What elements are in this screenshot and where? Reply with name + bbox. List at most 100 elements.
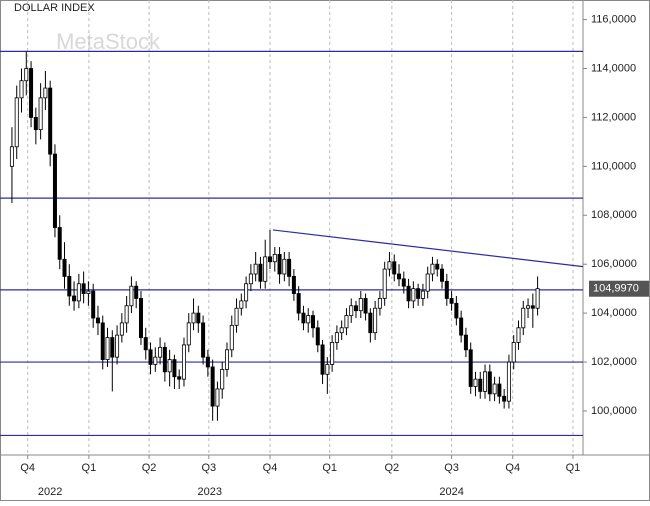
candle-body bbox=[14, 97, 19, 148]
last-price-label: 104,9970 bbox=[593, 283, 639, 295]
candle-body bbox=[349, 305, 354, 316]
candle-body bbox=[239, 300, 244, 309]
candle-body bbox=[43, 87, 48, 99]
candle-body bbox=[148, 349, 153, 365]
candle-body bbox=[24, 68, 29, 82]
candle-body bbox=[535, 288, 540, 309]
candle-body bbox=[52, 153, 57, 228]
candle-body bbox=[76, 283, 81, 302]
candle-body bbox=[339, 327, 344, 334]
candle-body bbox=[105, 337, 110, 360]
candle-body bbox=[62, 258, 67, 277]
y-tick-label: 104,0000 bbox=[591, 307, 637, 319]
candle-body bbox=[181, 344, 186, 380]
candle-body bbox=[416, 288, 421, 299]
candle-body bbox=[119, 322, 124, 336]
candle-body bbox=[301, 312, 306, 324]
candle-body bbox=[124, 305, 129, 324]
candle-body bbox=[487, 371, 492, 395]
candle-body bbox=[220, 368, 225, 390]
candle-body bbox=[110, 337, 115, 358]
y-tick-label: 112,0000 bbox=[591, 111, 636, 123]
candle-body bbox=[463, 334, 468, 351]
candle-body bbox=[215, 388, 220, 407]
candle-body bbox=[516, 327, 521, 343]
candle-body bbox=[167, 359, 172, 373]
candle-body bbox=[153, 356, 158, 365]
candle-body bbox=[287, 258, 292, 277]
candle-body bbox=[272, 254, 277, 263]
candle-body bbox=[210, 366, 215, 407]
x-tick-label: Q4 bbox=[505, 462, 520, 474]
candle-body bbox=[511, 342, 516, 363]
y-tick-label: 114,0000 bbox=[591, 62, 636, 74]
candle-body bbox=[459, 317, 464, 336]
candle-body bbox=[406, 285, 411, 302]
candle-body bbox=[377, 298, 382, 309]
candle-body bbox=[296, 293, 301, 314]
candle-body bbox=[100, 322, 105, 360]
candle-body bbox=[506, 361, 511, 402]
candle-body bbox=[95, 317, 100, 324]
candle-body bbox=[234, 307, 239, 326]
candle-body bbox=[497, 383, 502, 397]
candle-body bbox=[306, 315, 311, 324]
x-tick-label: Q4 bbox=[20, 462, 35, 474]
y-tick-label: 108,0000 bbox=[591, 209, 637, 221]
candle-body bbox=[57, 227, 62, 260]
candle-body bbox=[258, 263, 263, 282]
y-tick-label: 106,0000 bbox=[591, 258, 637, 270]
candle-body bbox=[478, 378, 483, 392]
candle-body bbox=[425, 273, 430, 292]
candle-body bbox=[330, 342, 335, 365]
candle-body bbox=[191, 312, 196, 324]
candle-body bbox=[282, 258, 287, 275]
candle-body bbox=[244, 283, 249, 302]
candle-body bbox=[382, 268, 387, 299]
candle-body bbox=[315, 327, 320, 346]
candle-body bbox=[38, 97, 43, 131]
candle-body bbox=[158, 346, 163, 358]
candle-body bbox=[454, 302, 459, 319]
candle-body bbox=[115, 334, 120, 358]
candle-body bbox=[263, 256, 268, 282]
candle-body bbox=[72, 295, 77, 302]
x-tick-label: Q1 bbox=[82, 462, 97, 474]
candle-body bbox=[368, 312, 373, 334]
candle-body bbox=[33, 117, 38, 131]
candle-body bbox=[224, 349, 229, 370]
chart-title: DOLLAR INDEX bbox=[14, 2, 95, 14]
candle-body bbox=[48, 87, 53, 155]
candle-body bbox=[29, 68, 34, 118]
candle-body bbox=[320, 344, 325, 375]
candle-body bbox=[186, 322, 191, 346]
candle-body bbox=[196, 312, 201, 324]
candle-body bbox=[387, 261, 392, 270]
candle-body bbox=[334, 332, 339, 343]
candle-body bbox=[229, 324, 234, 351]
candle-body bbox=[129, 285, 134, 307]
candle-body bbox=[521, 307, 526, 329]
candle-body bbox=[134, 285, 139, 299]
candle-body bbox=[435, 263, 440, 270]
candles bbox=[9, 51, 540, 421]
candle-body bbox=[177, 376, 182, 380]
candle-body bbox=[502, 395, 507, 402]
trendline bbox=[272, 229, 584, 268]
x-tick-label: Q4 bbox=[263, 462, 278, 474]
candle-body bbox=[401, 278, 406, 287]
candle-body bbox=[468, 349, 473, 387]
year-label: 2024 bbox=[439, 486, 463, 498]
candle-body bbox=[440, 268, 445, 282]
year-label: 2023 bbox=[198, 486, 222, 498]
candle-body bbox=[267, 256, 272, 263]
candle-body bbox=[444, 280, 449, 299]
y-tick-label: 100,0000 bbox=[591, 405, 637, 417]
candle-body bbox=[143, 337, 148, 351]
watermark: MetaStock bbox=[56, 29, 161, 54]
candle-body bbox=[411, 288, 416, 302]
candle-body bbox=[325, 364, 330, 375]
candle-body bbox=[67, 276, 72, 297]
